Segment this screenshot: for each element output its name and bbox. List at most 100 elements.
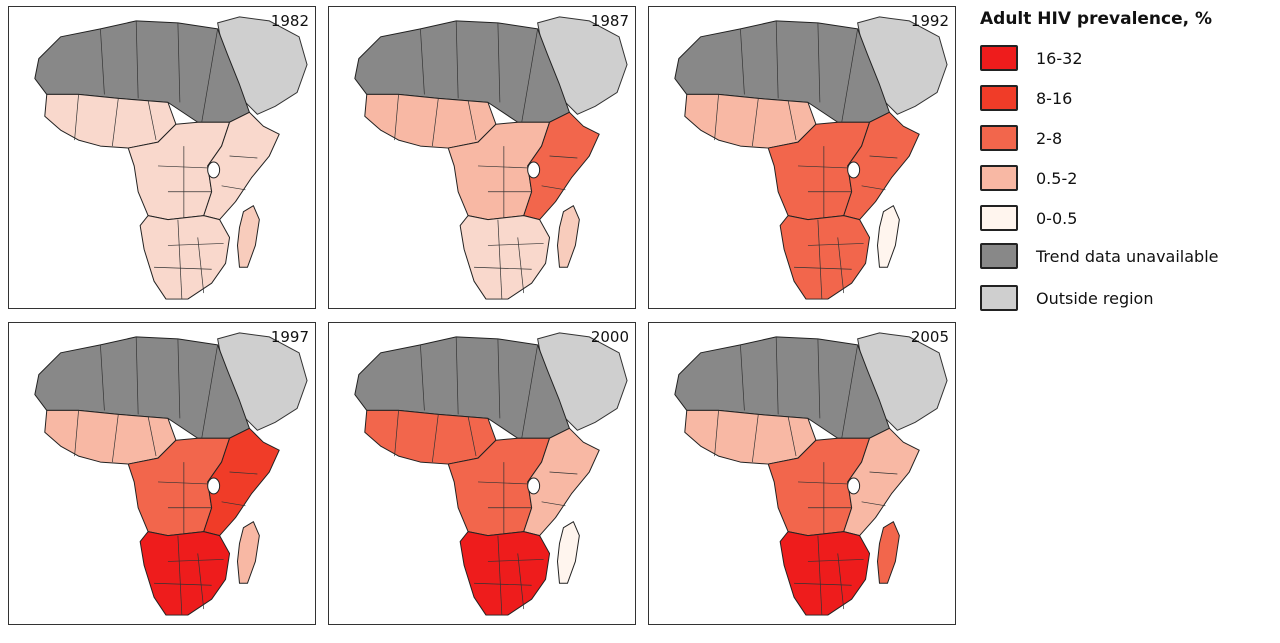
panel-year: 1987 <box>590 12 629 30</box>
country-border <box>521 344 538 439</box>
country-border <box>861 501 886 507</box>
panel-year: 2005 <box>910 328 949 346</box>
region-madagascar <box>557 205 580 268</box>
country-border <box>714 94 719 141</box>
legend-label: 2-8 <box>1036 129 1063 148</box>
country-border <box>549 155 578 159</box>
legend-swatch <box>980 285 1018 311</box>
legend-swatch <box>980 45 1018 71</box>
country-border <box>869 155 898 159</box>
country-border <box>474 266 532 270</box>
country-border <box>549 471 578 475</box>
country-border <box>861 185 886 191</box>
region-south <box>139 215 231 300</box>
country-border <box>455 336 459 415</box>
country-border <box>478 481 528 485</box>
country-border <box>177 338 181 419</box>
country-border <box>794 582 852 586</box>
country-border <box>431 98 439 147</box>
legend-label: 16-32 <box>1036 49 1083 68</box>
lake-victoria <box>207 161 221 179</box>
country-border <box>497 338 501 419</box>
map-panel-1987: 1987 <box>328 6 636 309</box>
region-south <box>779 531 871 616</box>
country-border <box>135 336 139 415</box>
country-border <box>794 266 852 270</box>
region-east <box>843 111 920 221</box>
country-border <box>837 237 845 294</box>
country-border <box>841 28 858 123</box>
lake-victoria <box>527 161 541 179</box>
country-border <box>497 219 503 300</box>
region-madagascar <box>237 521 260 584</box>
legend-swatch <box>980 85 1018 111</box>
country-border <box>487 243 544 246</box>
legend-label: Trend data unavailable <box>1036 247 1219 266</box>
country-border <box>158 481 208 485</box>
panel-year: 1997 <box>270 328 309 346</box>
country-border <box>787 100 797 141</box>
legend-swatch <box>980 125 1018 151</box>
region-east <box>203 111 280 221</box>
country-border <box>751 414 759 463</box>
country-border <box>177 22 181 103</box>
country-border <box>100 28 105 95</box>
country-border <box>154 266 212 270</box>
country-border <box>431 414 439 463</box>
country-border <box>467 100 477 141</box>
country-border <box>394 94 399 141</box>
legend: Adult HIV prevalence, % 16-32 8-16 2-8 0.5-… <box>974 5 1274 311</box>
country-border <box>147 416 157 457</box>
panel-year: 1992 <box>910 12 949 30</box>
country-border <box>798 481 848 485</box>
region-south <box>459 215 551 300</box>
country-border <box>541 501 566 507</box>
country-border <box>197 237 205 294</box>
map-panel-2005: 2005 <box>648 322 956 625</box>
country-border <box>177 219 183 300</box>
legend-label: 0-0.5 <box>1036 209 1078 228</box>
country-border <box>420 28 425 95</box>
country-border <box>167 559 224 562</box>
africa-map <box>34 332 308 616</box>
country-border <box>837 553 845 610</box>
country-border <box>201 344 218 439</box>
africa-map <box>354 16 628 300</box>
map-panel-1997: 1997 <box>8 322 316 625</box>
legend-swatch <box>980 165 1018 191</box>
country-border <box>817 219 823 300</box>
region-east <box>523 111 600 221</box>
africa-map <box>674 332 948 616</box>
country-border <box>517 553 525 610</box>
africa-map <box>354 332 628 616</box>
country-border <box>154 582 212 586</box>
map-panel-1982: 1982 <box>8 6 316 309</box>
region-madagascar <box>557 521 580 584</box>
country-border <box>497 22 501 103</box>
lake-victoria <box>847 477 861 495</box>
country-border <box>111 98 119 147</box>
country-border <box>420 344 425 411</box>
region-madagascar <box>877 205 900 268</box>
country-border <box>817 535 823 616</box>
country-border <box>740 28 745 95</box>
region-south <box>779 215 871 300</box>
panel-year: 1982 <box>270 12 309 30</box>
region-east <box>203 427 280 537</box>
region-madagascar <box>877 521 900 584</box>
legend-swatch <box>980 243 1018 269</box>
country-border <box>74 410 79 457</box>
country-border <box>841 344 858 439</box>
country-border <box>147 100 157 141</box>
country-border <box>775 336 779 415</box>
country-border <box>521 28 538 123</box>
country-border <box>467 416 477 457</box>
legend-label: 0.5-2 <box>1036 169 1078 188</box>
country-border <box>100 344 105 411</box>
country-border <box>111 414 119 463</box>
country-border <box>775 20 779 99</box>
country-border <box>817 22 821 103</box>
country-border <box>751 98 759 147</box>
country-border <box>798 165 848 169</box>
country-border <box>869 471 898 475</box>
